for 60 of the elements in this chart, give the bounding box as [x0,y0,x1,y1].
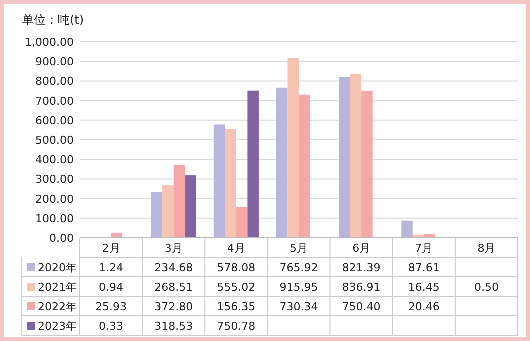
legend-label: 2022年 [38,300,77,314]
data-label: 0.33 [99,320,124,333]
y-tick-label: 500.00 [36,134,74,147]
data-label: 555.02 [217,281,256,294]
bar [214,124,226,238]
data-label: 268.51 [154,281,194,294]
bar [225,129,236,238]
y-axis-title: 单位：吨(t) [22,13,84,27]
bar [174,164,186,238]
data-label: 750.78 [217,320,256,333]
bar [151,192,163,238]
x-tick-label: 6月 [352,242,371,255]
data-label: 87.61 [408,262,440,274]
y-tick-label: 900.00 [36,56,74,69]
x-tick-label: 7月 [415,242,434,255]
data-label: 1.24 [99,262,124,274]
data-label: 25.93 [96,300,128,314]
bar [288,58,299,238]
x-tick-label: 3月 [164,242,183,255]
y-tick-label: 700.00 [36,94,74,108]
y-tick-label: 200.00 [36,192,74,206]
data-label: 234.68 [154,262,194,274]
x-tick-label: 5月 [290,242,308,255]
data-label: 821.39 [342,262,381,274]
data-label: 765.92 [280,262,318,274]
legend-label: 2023年 [38,320,77,333]
bar [299,94,310,238]
legend-label: 2020年 [38,262,77,274]
data-label: 578.08 [217,262,256,274]
data-label: 20.46 [408,300,440,314]
bar [162,185,174,238]
bar [248,90,259,238]
data-label: 372.80 [154,300,194,314]
x-tick-label: 4月 [227,242,246,255]
y-tick-label: 300.00 [36,173,74,186]
bar [339,77,350,238]
data-label: 0.94 [99,281,124,294]
data-label: 156.35 [217,300,256,314]
data-label: 0.50 [474,281,499,294]
y-tick-label: 100.00 [36,212,74,226]
data-label: 730.34 [280,300,318,314]
y-tick-label: 0.00 [50,232,74,245]
bar [276,88,288,238]
y-tick-label: 800.00 [36,75,74,88]
bar [185,176,196,238]
bar [402,220,413,238]
bar [362,90,373,238]
y-tick-label: 600.00 [36,114,74,128]
bar [350,74,362,238]
data-label: 750.40 [342,300,381,314]
data-label: 16.45 [408,281,440,294]
x-tick-label: 8月 [478,242,496,255]
bar [236,207,248,238]
data-label: 836.91 [342,281,381,294]
y-tick-label: 1,000.00 [25,36,74,49]
x-tick-label: 2月 [102,242,120,255]
data-label: 318.53 [154,320,194,333]
legend-label: 2021年 [38,281,77,294]
y-tick-label: 400.00 [36,154,74,167]
data-label: 915.95 [280,281,318,294]
